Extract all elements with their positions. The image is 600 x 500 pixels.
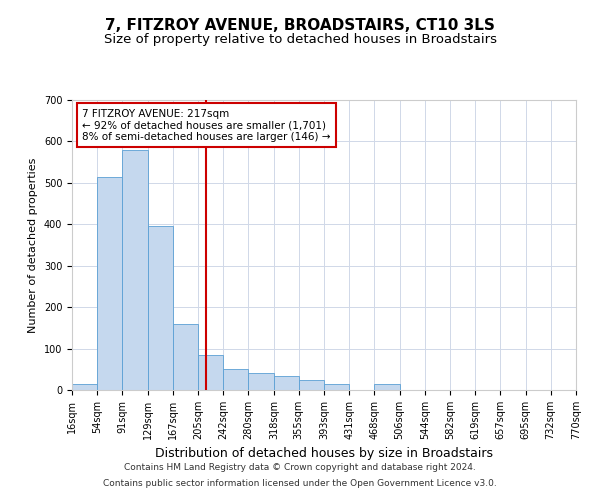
Text: 7 FITZROY AVENUE: 217sqm
← 92% of detached houses are smaller (1,701)
8% of semi: 7 FITZROY AVENUE: 217sqm ← 92% of detach…: [82, 108, 331, 142]
Bar: [199, 355, 223, 390]
Bar: [324, 384, 349, 390]
Bar: [173, 324, 199, 390]
Bar: [248, 374, 274, 390]
Bar: [374, 384, 400, 390]
Text: Size of property relative to detached houses in Broadstairs: Size of property relative to detached ho…: [104, 32, 497, 46]
Bar: [223, 370, 248, 390]
X-axis label: Distribution of detached houses by size in Broadstairs: Distribution of detached houses by size …: [155, 448, 493, 460]
Bar: [72, 384, 97, 390]
Bar: [122, 150, 148, 390]
Y-axis label: Number of detached properties: Number of detached properties: [28, 158, 38, 332]
Bar: [274, 376, 299, 390]
Bar: [148, 226, 173, 390]
Bar: [97, 176, 122, 390]
Text: 7, FITZROY AVENUE, BROADSTAIRS, CT10 3LS: 7, FITZROY AVENUE, BROADSTAIRS, CT10 3LS: [105, 18, 495, 32]
Text: Contains public sector information licensed under the Open Government Licence v3: Contains public sector information licen…: [103, 478, 497, 488]
Bar: [299, 380, 324, 390]
Text: Contains HM Land Registry data © Crown copyright and database right 2024.: Contains HM Land Registry data © Crown c…: [124, 464, 476, 472]
